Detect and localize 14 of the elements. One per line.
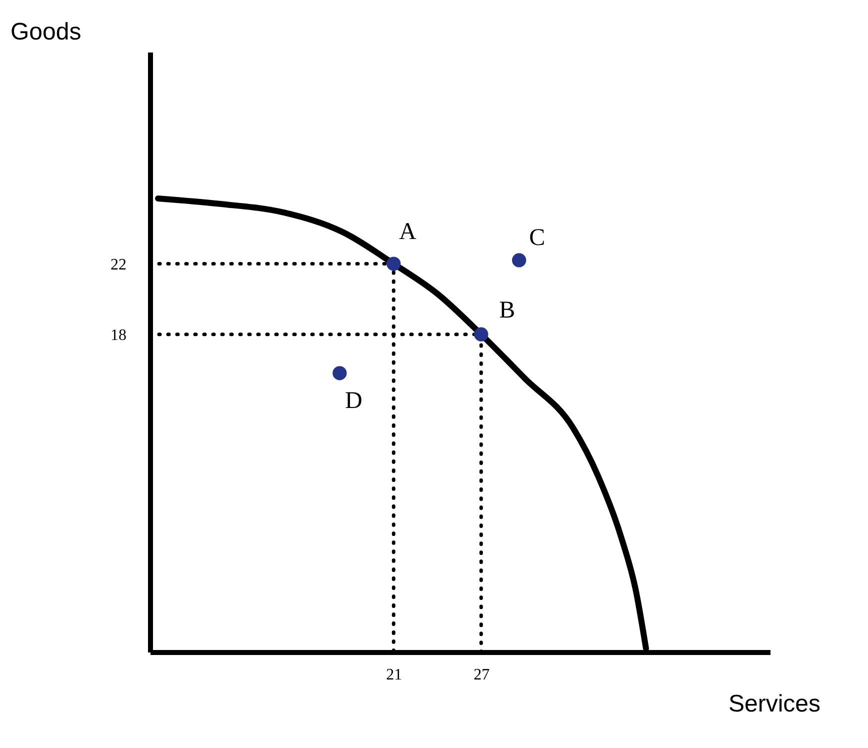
x-axis-title: Services <box>728 690 820 718</box>
x-tick-label: 27 <box>474 666 490 684</box>
x-tick-label: 21 <box>386 666 402 684</box>
annotation: B <box>499 297 516 324</box>
point <box>474 327 488 342</box>
point <box>386 256 401 271</box>
y-tick-label: 18 <box>110 326 126 344</box>
annotation: C <box>529 225 546 252</box>
annotation: A <box>398 218 417 245</box>
y-axis-title: Goods <box>10 18 82 46</box>
y-tick-label: 22 <box>110 256 126 274</box>
annotation: D <box>344 388 362 414</box>
point <box>332 366 347 380</box>
point <box>512 253 526 268</box>
